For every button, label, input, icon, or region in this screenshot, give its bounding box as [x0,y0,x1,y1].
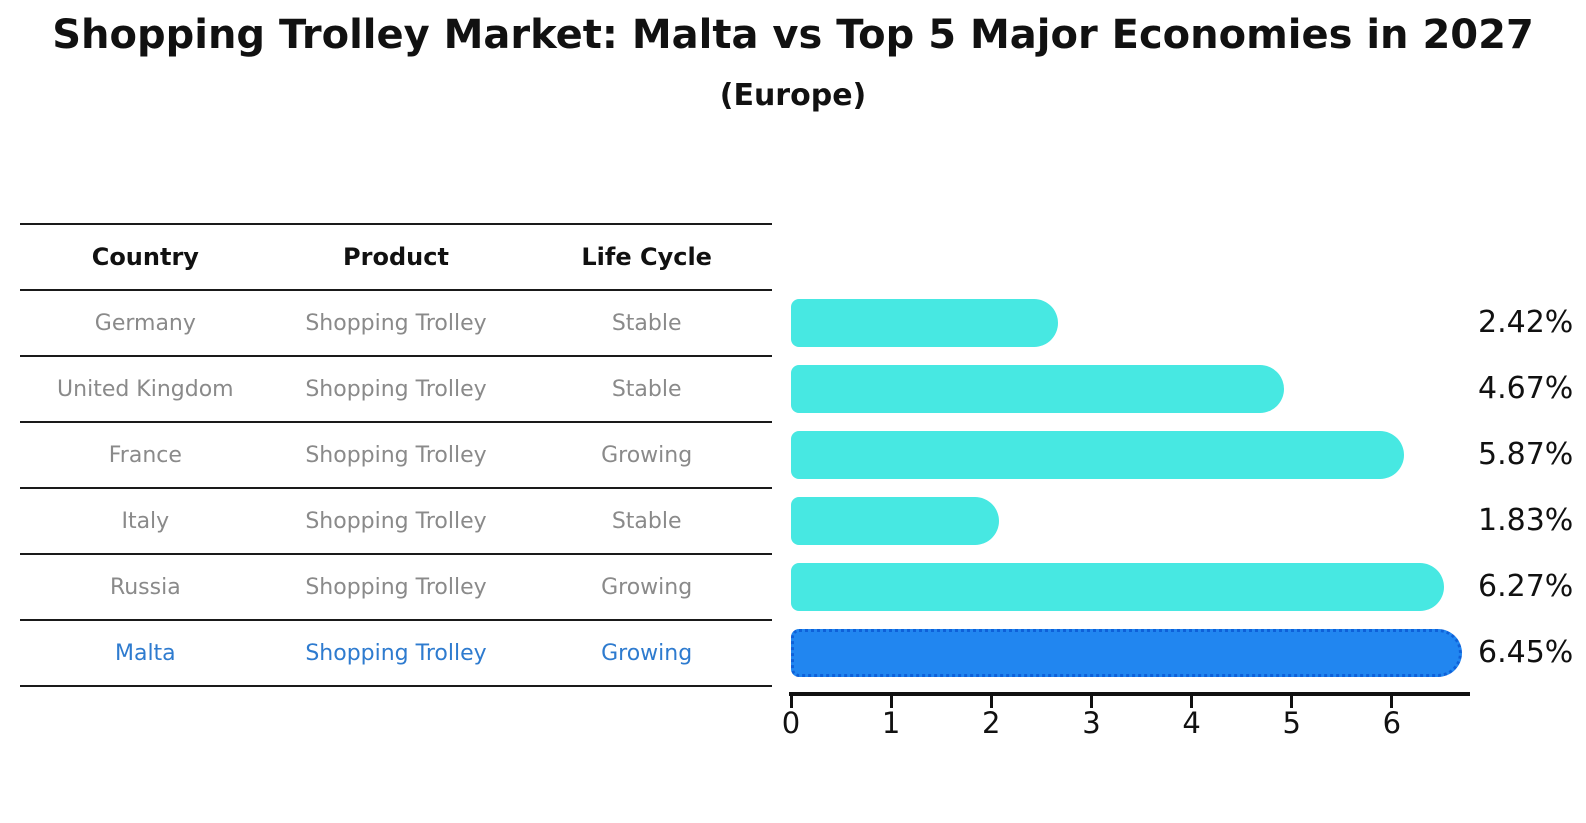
value-label-germany: 2.42% [1478,305,1574,340]
life-cycle-cell: Growing [601,640,693,666]
chart-subtitle: (Europe) [719,78,867,113]
x-tick-3 [1089,696,1093,708]
country-cell: Germany [94,310,196,336]
product-cell: Shopping Trolley [305,310,487,336]
col-header-life-cycle: Life Cycle [581,243,712,271]
x-tick-label-4: 4 [1182,706,1201,740]
x-tick-5 [1290,696,1294,708]
table-header-row: Country Product Life Cycle [20,225,772,291]
col-header-country: Country [91,243,199,271]
product-cell: Shopping Trolley [305,508,487,534]
table-row-germany: Germany Shopping Trolley Stable [20,291,772,357]
x-tick-label-6: 6 [1382,706,1402,740]
table-row-france: France Shopping Trolley Growing [20,423,772,489]
country-cell: United Kingdom [57,376,234,402]
life-cycle-cell: Stable [611,508,682,534]
bar-chart: 2.42% 4.67% 5.87% 1.83% 6.27% 6.45% 0 1 2 3 4 5 6 [782,0,1586,760]
bar-italy [791,497,999,545]
country-cell: France [108,442,182,468]
country-cell: Italy [121,508,170,534]
bar-russia [791,563,1444,611]
life-cycle-cell: Growing [601,442,693,468]
x-tick-1 [889,696,893,708]
col-header-product: Product [343,243,449,271]
x-tick-label-0: 0 [781,706,801,740]
value-label-france: 5.87% [1478,437,1574,472]
x-axis-line [789,692,1470,696]
country-cell: Russia [109,574,181,600]
x-tick-6 [1390,696,1394,708]
product-cell: Shopping Trolley [305,574,487,600]
product-cell: Shopping Trolley [305,442,487,468]
table-body: Germany Shopping Trolley Stable United King… [20,291,772,687]
table-row-italy: Italy Shopping Trolley Stable [20,489,772,555]
country-table: Country Product Life Cycle Germany Shoppi… [20,223,772,687]
value-label-united-kingdom: 4.67% [1478,371,1574,406]
chart-title: Shopping Trolley Market: Malta vs Top 5 … [52,12,1534,58]
bar-germany [791,299,1058,347]
product-cell: Shopping Trolley [305,640,487,666]
x-tick-label-1: 1 [881,706,901,740]
x-tick-2 [989,696,993,708]
value-label-italy: 1.83% [1478,503,1574,538]
country-cell: Malta [114,640,176,666]
bar-france [791,431,1404,479]
table-row-russia: Russia Shopping Trolley Growing [20,555,772,621]
value-label-russia: 6.27% [1478,569,1574,604]
table-row-united-kingdom: United Kingdom Shopping Trolley Stable [20,357,772,423]
x-tick-0 [789,696,793,708]
life-cycle-cell: Stable [611,376,682,402]
x-tick-label-2: 2 [982,706,1001,740]
bar-malta [791,629,1462,677]
x-tick-4 [1190,696,1194,708]
product-cell: Shopping Trolley [305,376,487,402]
x-tick-label-5: 5 [1282,706,1301,740]
table-row-malta: Malta Shopping Trolley Growing [20,621,772,687]
life-cycle-cell: Growing [601,574,693,600]
x-tick-label-3: 3 [1082,706,1101,740]
bar-united-kingdom [791,365,1284,413]
life-cycle-cell: Stable [611,310,682,336]
value-label-malta: 6.45% [1478,635,1574,670]
